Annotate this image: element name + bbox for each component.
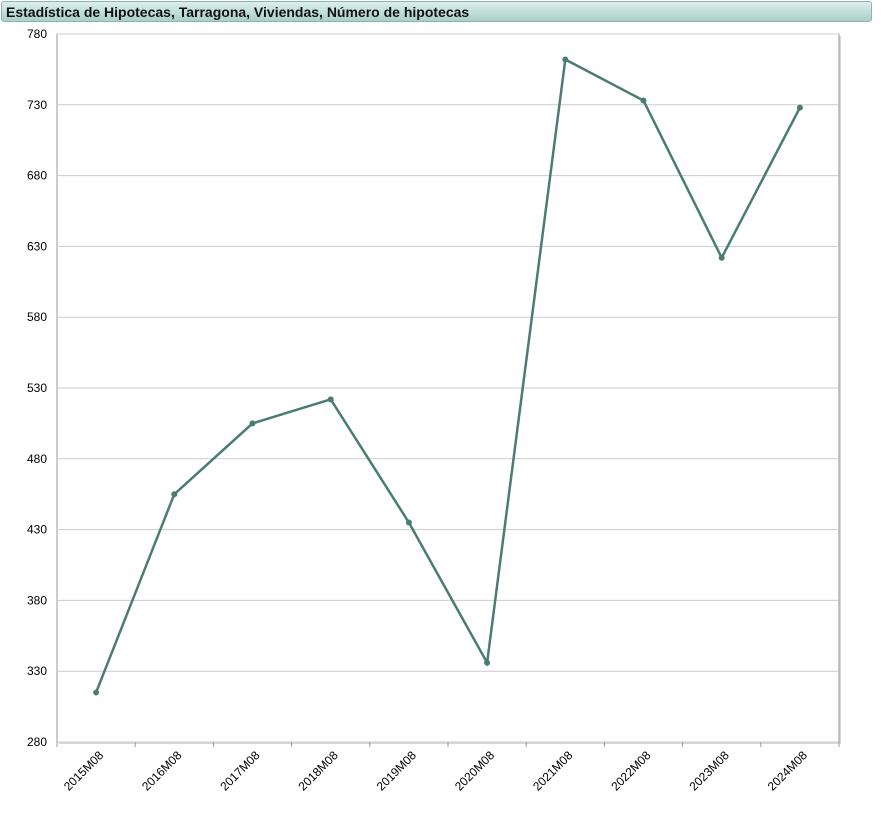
x-tick-label: 2020M08 — [452, 748, 498, 794]
y-tick-label: 430 — [27, 523, 47, 537]
y-tick-label: 780 — [27, 27, 47, 41]
y-tick-label: 530 — [27, 381, 47, 395]
point — [640, 97, 647, 104]
y-tick-label: 380 — [27, 593, 47, 607]
point — [171, 491, 178, 498]
y-tick-label: 580 — [27, 310, 47, 324]
y-tick-label: 330 — [27, 664, 47, 678]
point — [718, 254, 725, 261]
x-tick-label: 2018M08 — [296, 748, 342, 794]
x-tick-label: 2017M08 — [217, 748, 263, 794]
chart-title: Estadística de Hipotecas, Tarragona, Viv… — [1, 1, 872, 22]
y-tick-label: 730 — [27, 98, 47, 112]
y-tick-label: 480 — [27, 452, 47, 466]
y-tick-label: 280 — [27, 735, 47, 749]
point — [93, 689, 100, 696]
point — [484, 659, 491, 666]
line — [94, 57, 802, 693]
x-tick-label: 2022M08 — [608, 748, 654, 794]
point — [405, 519, 412, 526]
point — [796, 104, 803, 111]
y-tick-label: 680 — [27, 169, 47, 183]
x-tick-label: 2023M08 — [687, 748, 733, 794]
x-tick-label: 2015M08 — [61, 748, 107, 794]
point — [562, 56, 569, 63]
x-tick-label: 2016M08 — [139, 748, 185, 794]
y-tick-label: 630 — [27, 239, 47, 253]
x-tick-label: 2019M08 — [374, 748, 420, 794]
x-tick-label: 2021M08 — [530, 748, 576, 794]
point — [249, 420, 256, 427]
x-tick-label: 2024M08 — [765, 748, 811, 794]
point — [327, 396, 334, 403]
